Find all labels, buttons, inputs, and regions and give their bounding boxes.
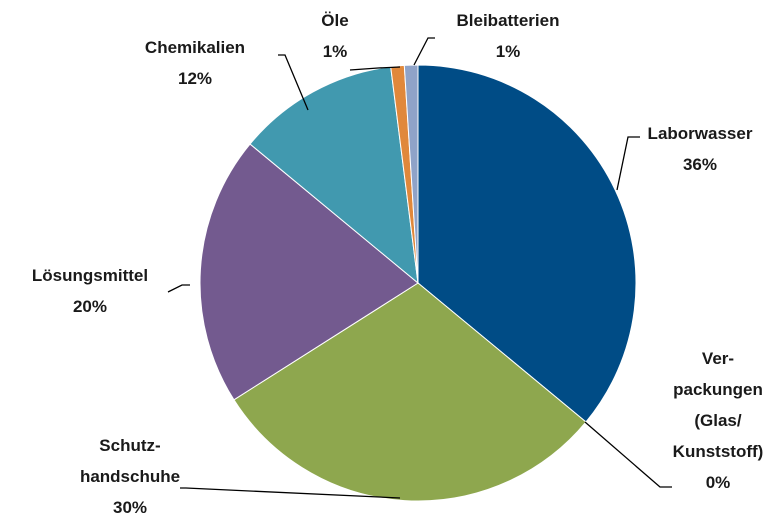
slice-label: Lösungsmittel 20% — [32, 260, 148, 322]
pie-slice — [417, 64, 637, 423]
value-label: 0% — [705, 473, 731, 492]
slice-label: Öle 1% — [321, 5, 348, 67]
pie-slice — [403, 64, 419, 284]
category-label: Schutz- handschuhe — [79, 436, 181, 486]
slice-label: Laborwasser 36% — [648, 118, 753, 180]
category-label: Ver- packungen (Glas/ Kunststoff) — [672, 349, 764, 461]
category-label: Chemikalien — [144, 38, 246, 57]
slice-label: Ver- packungen (Glas/ Kunststoff) 0% — [673, 343, 764, 498]
slice-label: Chemikalien 12% — [145, 32, 245, 94]
category-label: Lösungsmittel — [31, 266, 149, 285]
slice-label: Schutz- handschuhe 30% — [80, 430, 180, 523]
leader-line — [616, 136, 640, 191]
value-label: 1% — [322, 42, 348, 61]
value-label: 30% — [112, 498, 148, 517]
leader-line — [180, 487, 401, 499]
leader-line — [278, 54, 309, 111]
value-label: 12% — [177, 69, 213, 88]
value-label: 1% — [495, 42, 521, 61]
category-label: Öle — [321, 11, 349, 30]
value-label: 36% — [682, 155, 718, 174]
pie-slice — [233, 282, 587, 502]
leader-line — [167, 284, 190, 293]
category-label: Laborwasser — [647, 124, 753, 143]
leader-line — [413, 37, 435, 66]
category-label: Bleibatterien — [456, 11, 560, 30]
value-label: 20% — [72, 297, 108, 316]
pie-slice — [199, 143, 419, 401]
leader-line — [349, 66, 401, 71]
leader-line — [584, 421, 672, 488]
slice-label: Bleibatterien 1% — [457, 5, 560, 67]
